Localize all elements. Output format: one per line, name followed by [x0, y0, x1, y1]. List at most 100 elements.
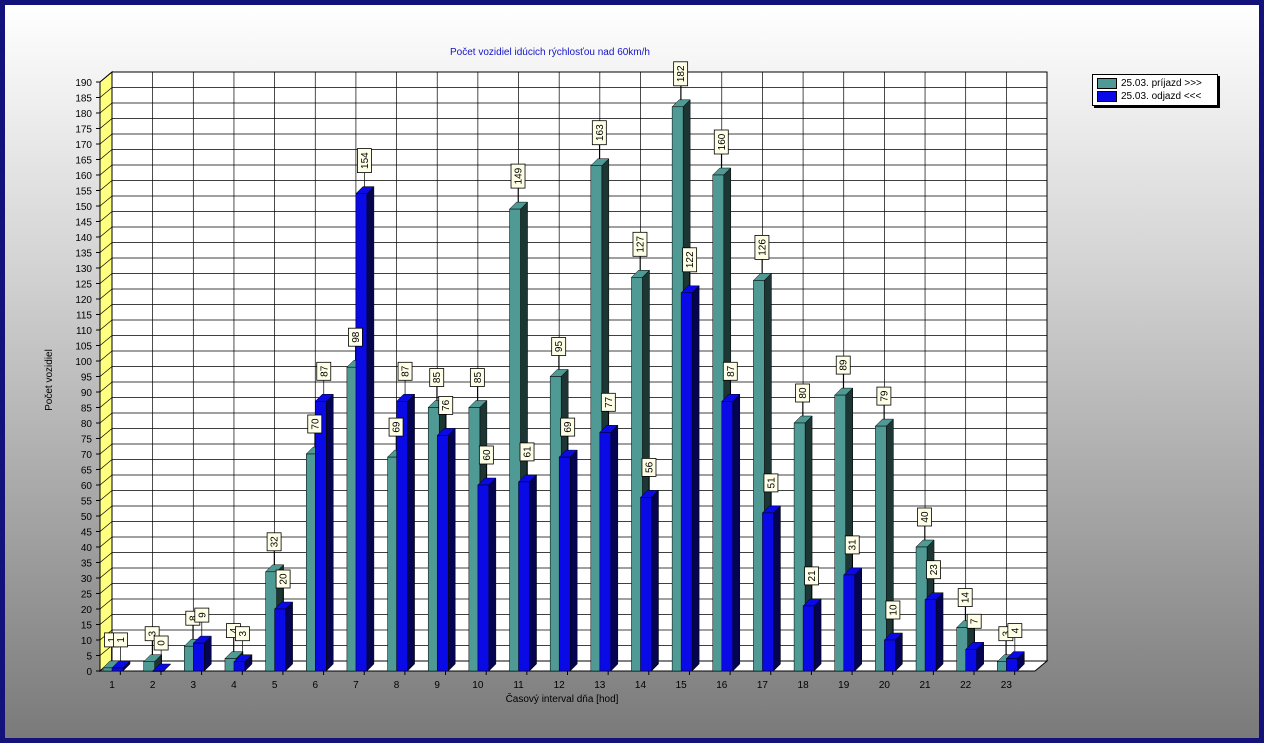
- data-label-box: [957, 588, 973, 607]
- bar-odjazd: [233, 661, 246, 672]
- data-label-box: [876, 386, 892, 406]
- y-tick-label: 10: [81, 636, 93, 647]
- data-label: 95: [554, 341, 565, 353]
- bar-side-odjazd: [285, 601, 293, 672]
- y-tick-label: 125: [75, 280, 92, 291]
- gridline-y-side: [99, 133, 113, 145]
- gridline-y-side: [99, 350, 113, 362]
- data-label: 160: [717, 133, 728, 150]
- bar-odjazd: [924, 599, 937, 672]
- gridline-y-side: [99, 474, 113, 486]
- legend-label-prijazd: 25.03. príjazd >>>: [1121, 78, 1202, 89]
- data-label: 51: [766, 477, 777, 489]
- data-label: 87: [401, 365, 412, 377]
- bar-odjazd: [518, 481, 530, 672]
- data-label: 87: [319, 365, 330, 377]
- legend-swatch-odjazd: [1097, 90, 1117, 102]
- bar-side-odjazd: [529, 474, 537, 672]
- y-tick-label: 170: [75, 140, 92, 151]
- gridline-y-side: [99, 195, 113, 207]
- bar-prijazd: [875, 425, 887, 672]
- y-tick-label: 110: [76, 326, 92, 337]
- legend: 25.03. príjazd >>> 25.03. odjazd <<<: [1092, 74, 1218, 106]
- x-tick-label: 14: [635, 680, 647, 691]
- gridline-y-side: [99, 521, 113, 532]
- bar-odjazd: [965, 649, 977, 672]
- bar-odjazd: [315, 401, 327, 672]
- bar-side-odjazd: [813, 598, 822, 672]
- data-label: 3: [1001, 630, 1012, 636]
- x-tick-label: 10: [472, 680, 484, 691]
- legend-swatch-prijazd: [1097, 77, 1117, 89]
- data-label: 70: [310, 418, 321, 430]
- gridline-y-side: [99, 614, 113, 625]
- data-label-box: [560, 417, 576, 437]
- gridline-y-side: [99, 211, 113, 222]
- gridline-y-side: [99, 102, 113, 114]
- x-tick-label: 4: [231, 680, 237, 691]
- data-label-box: [429, 368, 445, 387]
- x-tick-label: 5: [272, 680, 278, 691]
- x-tick-label: 18: [798, 680, 810, 691]
- y-tick-label: 70: [81, 450, 93, 461]
- gridline-y-side: [99, 366, 113, 377]
- bar-side-odjazd: [610, 424, 619, 672]
- y-tick-label: 85: [81, 404, 93, 415]
- legend-item-odjazd: 25.03. odjazd <<<: [1097, 90, 1201, 103]
- y-tick-label: 25: [81, 590, 93, 601]
- data-label: 80: [798, 387, 809, 399]
- y-tick-label: 65: [81, 466, 93, 477]
- data-label-box: [917, 507, 932, 527]
- gridline-y-side: [99, 412, 113, 424]
- gridline-y-side: [99, 71, 113, 83]
- bar-side-odjazd: [569, 449, 578, 672]
- x-tick-label: 15: [676, 680, 688, 691]
- y-tick-label: 80: [81, 419, 93, 430]
- data-label-box: [478, 445, 494, 465]
- data-label-box: [754, 234, 770, 260]
- bar-side-odjazd: [447, 427, 456, 672]
- data-label: 32: [270, 536, 281, 548]
- chart-title: Počet vozidiel idúcich rýchlosťou nad 60…: [450, 47, 650, 58]
- data-label: 56: [644, 461, 655, 473]
- bar-side-odjazd: [935, 592, 944, 672]
- data-label: 76: [441, 399, 452, 411]
- y-tick-label: 100: [75, 357, 92, 368]
- bar-odjazd: [640, 497, 652, 672]
- x-tick-label: 16: [716, 680, 728, 691]
- y-tick-label: 135: [75, 249, 92, 260]
- gridline-y-side: [99, 583, 113, 594]
- data-label: 69: [563, 421, 574, 433]
- data-label: 182: [676, 65, 687, 82]
- data-label: 7: [970, 618, 981, 624]
- y-tick-label: 90: [81, 388, 93, 399]
- data-label-box: [835, 355, 851, 375]
- data-label: 127: [635, 236, 646, 253]
- data-label-box: [357, 148, 372, 174]
- bar-side-odjazd: [773, 505, 781, 672]
- x-tick-label: 21: [919, 680, 931, 691]
- y-tick-label: 130: [75, 264, 92, 275]
- bar-odjazd: [436, 435, 449, 672]
- data-label: 77: [604, 396, 615, 408]
- bar-side-odjazd: [691, 285, 700, 672]
- y-tick-label: 145: [75, 218, 92, 229]
- y-tick-label: 50: [81, 512, 93, 523]
- gridline-y-side: [99, 490, 113, 501]
- gridline-y-side: [99, 118, 113, 129]
- data-label-box: [682, 247, 698, 273]
- data-label: 1: [116, 637, 127, 643]
- data-label-box: [795, 383, 810, 403]
- data-label-box: [348, 327, 363, 347]
- bar-odjazd: [884, 639, 896, 672]
- data-label: 4: [229, 627, 240, 633]
- legend-item-prijazd: 25.03. príjazd >>>: [1097, 77, 1202, 90]
- bar-odjazd: [193, 642, 205, 672]
- data-label: 40: [920, 511, 931, 523]
- bar-side-odjazd: [163, 663, 171, 672]
- y-tick-label: 30: [81, 574, 93, 585]
- bar-odjazd: [396, 401, 408, 672]
- data-label: 3: [148, 630, 159, 636]
- data-label-box: [469, 368, 485, 387]
- bar-odjazd: [721, 401, 734, 672]
